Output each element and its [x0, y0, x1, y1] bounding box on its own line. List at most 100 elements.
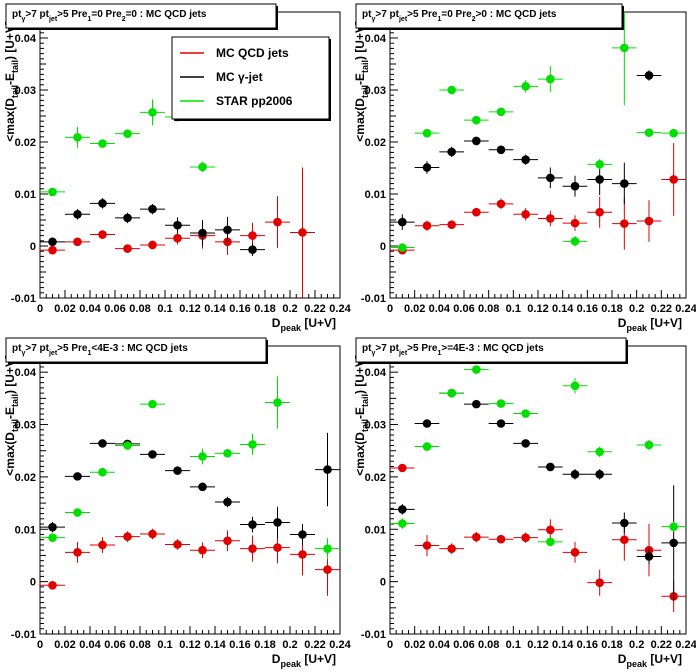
x-tick-label: 0.02 — [54, 303, 75, 315]
marker — [173, 220, 182, 230]
x-tick-label: 0.12 — [179, 303, 200, 315]
data-point — [140, 203, 165, 215]
marker — [422, 541, 432, 550]
marker — [447, 220, 456, 229]
y-tick-label: 0.04 — [365, 367, 387, 379]
y-tick-label: 0 — [380, 577, 386, 589]
marker — [73, 508, 82, 517]
data-point — [115, 212, 140, 224]
data-point — [636, 200, 662, 242]
data-point — [439, 85, 464, 95]
data-point — [390, 243, 415, 252]
data-point — [215, 216, 240, 243]
marker — [198, 228, 207, 238]
marker — [148, 529, 157, 539]
x-tick-label: 0.14 — [552, 303, 574, 315]
data-layer — [390, 12, 686, 255]
data-point — [661, 128, 686, 138]
marker — [48, 237, 57, 247]
marker — [422, 419, 432, 428]
marker — [521, 155, 530, 164]
data-point — [661, 521, 686, 532]
chart-title: ptγ>7 ptjet>5 Pre1=0 Pre2=0 : MC QCD jet… — [12, 9, 207, 23]
data-point — [240, 433, 265, 455]
data-point — [140, 399, 165, 409]
marker — [73, 237, 82, 247]
legend-label: STAR pp2006 — [216, 94, 293, 108]
marker — [570, 469, 580, 479]
marker — [447, 388, 456, 398]
marker — [496, 534, 506, 544]
marker — [521, 82, 530, 91]
y-tick-label: 0.02 — [365, 472, 386, 484]
x-tick-label: 0.22 — [651, 303, 672, 315]
x-tick-label: 0.16 — [577, 303, 598, 315]
marker — [496, 107, 506, 117]
marker — [148, 240, 157, 250]
marker — [496, 399, 506, 408]
data-point — [612, 162, 637, 205]
marker — [248, 231, 257, 240]
data-point — [464, 207, 489, 217]
data-point — [612, 197, 637, 250]
data-point — [140, 450, 165, 459]
marker — [595, 447, 604, 457]
y-tick-label: 0.01 — [365, 524, 386, 536]
marker — [198, 452, 207, 461]
data-point — [562, 215, 588, 231]
data-point — [315, 432, 340, 507]
x-tick-label: 0.14 — [204, 639, 226, 651]
marker — [422, 442, 432, 451]
series-mc-qcd-jets — [390, 463, 686, 613]
x-tick-label: 0 — [387, 639, 393, 651]
x-tick-label: 0.24 — [329, 303, 351, 315]
marker — [570, 181, 580, 191]
data-point — [40, 533, 65, 542]
data-point — [290, 524, 315, 545]
marker — [398, 505, 407, 514]
marker — [447, 544, 456, 553]
x-tick-label: 0.24 — [675, 303, 696, 315]
marker — [148, 399, 157, 409]
x-tick-label: 0.16 — [229, 639, 250, 651]
x-tick-label: 0.08 — [478, 639, 499, 651]
chart-title: ptγ>7 ptjet>5 Pre1>=4E-3 : MC QCD jets — [362, 343, 544, 357]
marker — [496, 199, 506, 209]
data-point — [562, 175, 588, 197]
y-tick-label: 0.01 — [365, 189, 386, 201]
data-point — [115, 129, 140, 138]
data-point — [90, 198, 115, 209]
x-axis-label: Dpeak [U+V] — [618, 316, 682, 333]
x-tick-label: 0.2 — [629, 303, 644, 315]
data-point — [587, 196, 612, 228]
data-point — [488, 419, 514, 428]
data-point — [538, 462, 563, 472]
data-point — [115, 441, 140, 450]
marker — [595, 207, 604, 217]
marker — [98, 467, 107, 477]
series-mc-qcd-jets — [390, 143, 686, 255]
data-point — [414, 535, 440, 556]
data-point — [65, 472, 90, 481]
marker — [123, 532, 132, 541]
x-axis-label: Dpeak [U+V] — [618, 652, 682, 669]
y-tick-label: 0.04 — [365, 33, 387, 45]
x-tick-label: 0.2 — [282, 303, 297, 315]
y-tick-label: 0.04 — [15, 33, 37, 45]
marker — [148, 204, 157, 214]
data-point — [215, 530, 240, 552]
data-point — [562, 541, 588, 563]
chart-panel-4: 0 0.02 0.04 0.06 0.08 0.1 0.12 0.14 0.16 0.18 0.2 0… — [353, 337, 696, 669]
marker — [669, 175, 678, 184]
data-point — [40, 187, 65, 197]
data-point — [513, 409, 538, 418]
y-tick-label: 0.02 — [15, 137, 36, 149]
x-tick-label: 0.16 — [229, 303, 250, 315]
x-axis-label: Dpeak [U+V] — [272, 316, 336, 333]
y-tick-label: 0 — [380, 241, 386, 253]
x-tick-label: 0.2 — [282, 639, 297, 651]
data-point — [40, 581, 65, 590]
data-point — [190, 161, 215, 173]
data-point — [265, 376, 290, 429]
x-tick-label: 0.22 — [304, 303, 325, 315]
